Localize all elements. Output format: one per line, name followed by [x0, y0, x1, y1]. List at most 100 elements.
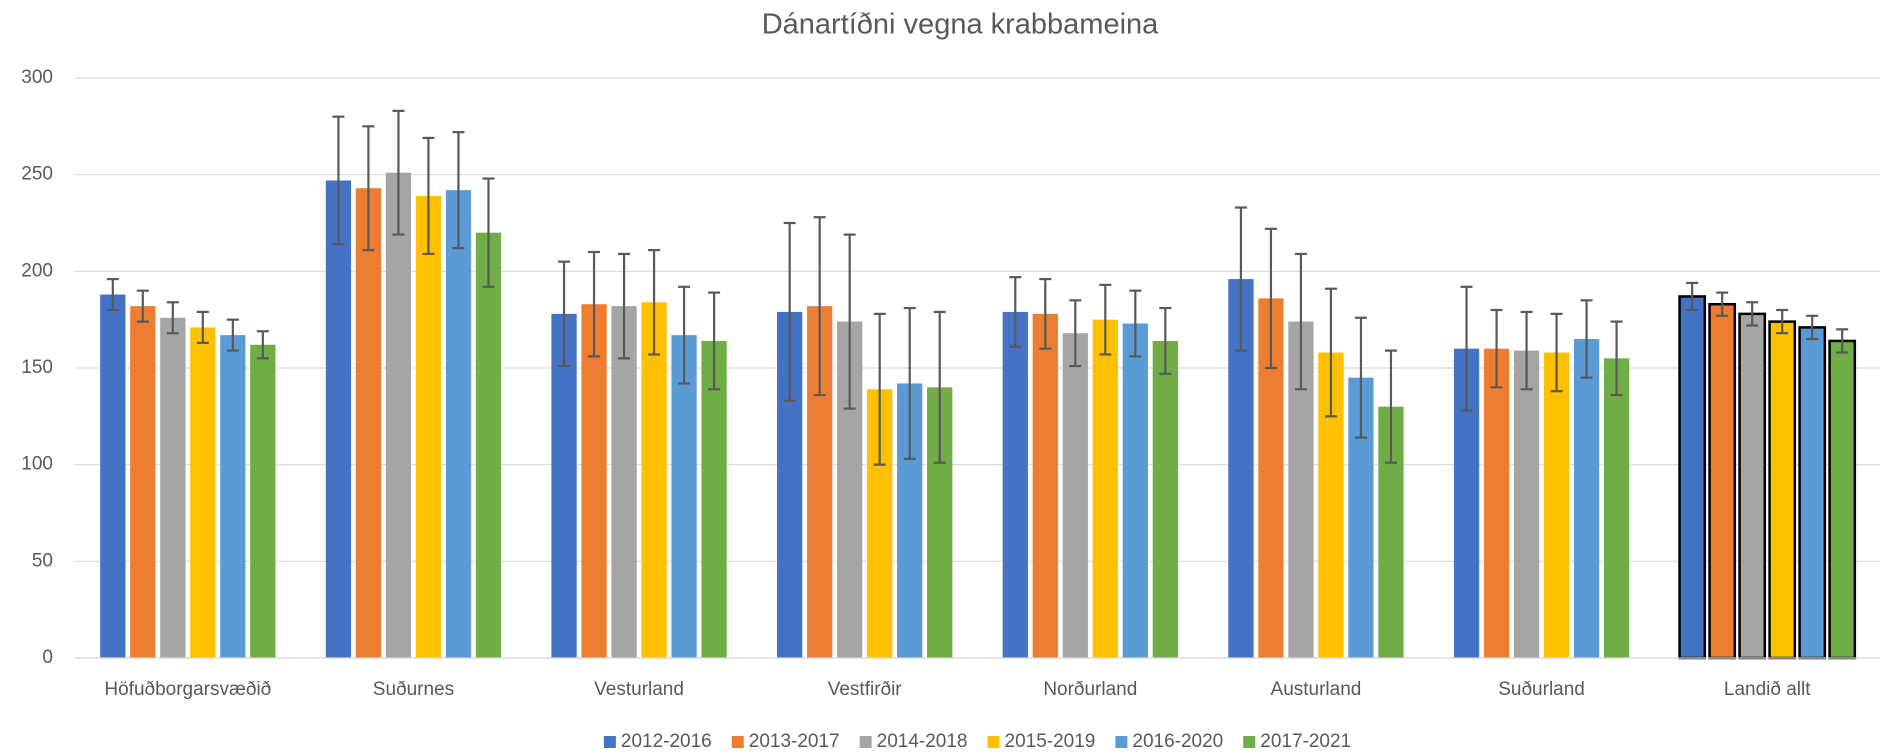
- error-bar: [813, 216, 826, 397]
- bar: [355, 188, 382, 658]
- bar: [1483, 348, 1510, 658]
- error-bar: [166, 301, 179, 335]
- error-bar: [903, 306, 916, 460]
- bar: [250, 344, 276, 658]
- error-bar: [1234, 206, 1247, 352]
- x-tick-label: Suðurnes: [373, 679, 454, 700]
- y-tick-label: 50: [32, 550, 53, 571]
- error-bar: [1550, 312, 1563, 393]
- legend-swatch: [859, 736, 872, 748]
- bar: [701, 340, 727, 658]
- error-bar: [1490, 308, 1503, 389]
- error-bar: [1294, 252, 1307, 391]
- error-bar: [933, 310, 946, 464]
- bar: [220, 335, 246, 658]
- y-tick-label: 100: [21, 454, 53, 475]
- y-tick-label: 150: [21, 357, 53, 378]
- error-bar: [136, 289, 149, 323]
- bar: [130, 306, 156, 658]
- legend-label: 2015-2019: [1005, 731, 1096, 752]
- error-bar: [106, 277, 119, 312]
- error-bar: [558, 260, 571, 368]
- error-bar: [196, 310, 209, 344]
- y-tick-label: 250: [21, 164, 53, 185]
- error-bar: [678, 285, 691, 385]
- bar: [581, 304, 607, 658]
- error-bar: [1129, 289, 1142, 358]
- bar: [1032, 313, 1058, 658]
- bar: [1768, 320, 1797, 660]
- y-tick-label: 200: [21, 260, 53, 281]
- error-bar: [226, 318, 239, 352]
- bar: [611, 306, 637, 658]
- error-bar: [392, 109, 405, 236]
- chart-title: Dánartíðni vegna krabbameina: [762, 9, 1159, 41]
- x-tick-label: Suðurland: [1498, 679, 1585, 700]
- bar: [100, 294, 126, 658]
- error-bar: [1009, 276, 1022, 348]
- error-bar: [1264, 227, 1277, 370]
- legend-label: 2012-2016: [621, 731, 712, 752]
- bar: [1573, 339, 1600, 658]
- bar: [1678, 295, 1707, 660]
- legend-label: 2016-2020: [1132, 731, 1223, 752]
- y-tick-label: 0: [42, 647, 53, 668]
- bar: [445, 190, 472, 658]
- x-tick-label: Vestfirðir: [828, 679, 903, 700]
- bar: [1513, 350, 1540, 658]
- bar: [641, 302, 667, 658]
- bar: [190, 327, 216, 658]
- x-tick-label: Vesturland: [594, 679, 684, 700]
- error-bar: [1039, 277, 1052, 350]
- x-tick-label: Norðurland: [1043, 679, 1137, 700]
- bar: [671, 335, 697, 658]
- x-tick-label: Landið allt: [1724, 679, 1811, 700]
- error-bar: [1460, 285, 1473, 412]
- bar: [160, 317, 186, 658]
- legend-label: 2017-2021: [1260, 731, 1351, 752]
- error-bar: [1384, 349, 1397, 464]
- error-bar: [588, 250, 601, 358]
- error-bar: [1610, 320, 1623, 397]
- error-bar: [873, 312, 886, 466]
- error-bar: [1716, 291, 1729, 317]
- error-bar: [362, 125, 375, 252]
- error-bar: [1776, 308, 1789, 335]
- error-bar: [1520, 310, 1533, 391]
- bar: [325, 180, 352, 658]
- legend-swatch: [1243, 736, 1256, 748]
- legend-swatch: [987, 736, 1000, 748]
- bar: [1708, 302, 1737, 660]
- bar: [1062, 333, 1088, 658]
- bar: [1603, 358, 1630, 658]
- error-bar: [1686, 281, 1699, 312]
- legend-swatch: [603, 736, 616, 748]
- bar: [1092, 319, 1118, 658]
- bar: [1122, 323, 1148, 658]
- error-bar: [1746, 301, 1759, 327]
- legend-label: 2014-2018: [877, 731, 968, 752]
- error-bar: [783, 221, 796, 402]
- error-bar: [843, 233, 856, 410]
- error-bar: [618, 252, 631, 360]
- legend-label: 2013-2017: [749, 731, 840, 752]
- legend-swatch: [731, 736, 744, 748]
- error-bar: [452, 131, 465, 250]
- legend-swatch: [1115, 736, 1128, 748]
- bar: [1828, 339, 1857, 660]
- error-bar: [1354, 316, 1367, 439]
- bar: [415, 195, 442, 658]
- error-bar: [1069, 299, 1082, 368]
- bar: [1543, 352, 1570, 658]
- error-bar: [1324, 287, 1337, 418]
- x-tick-label: Höfuðborgarsvæðið: [104, 679, 271, 700]
- bar: [385, 172, 412, 658]
- error-bar: [1806, 314, 1819, 341]
- error-bar: [1580, 299, 1593, 379]
- error-bar: [482, 177, 495, 288]
- error-bar: [422, 136, 435, 256]
- bar: [1798, 326, 1827, 660]
- bar: [475, 232, 502, 658]
- error-bar: [332, 115, 345, 246]
